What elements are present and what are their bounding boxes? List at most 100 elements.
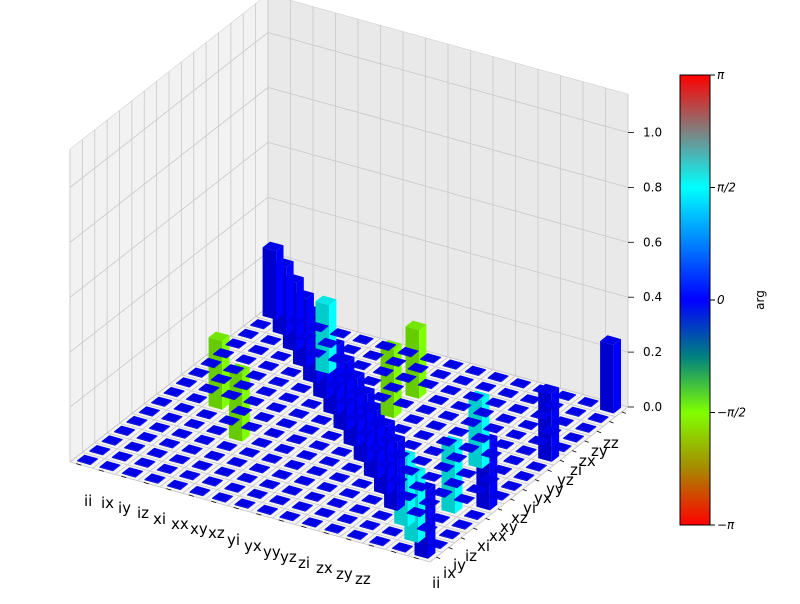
bar-top-face xyxy=(351,478,373,488)
bar-side-face xyxy=(271,364,279,371)
bar-top-face xyxy=(324,523,346,533)
bar-top-face xyxy=(233,380,255,390)
bar-side-face xyxy=(496,426,504,434)
bar-side-face xyxy=(302,412,310,419)
bar-side-face xyxy=(441,398,449,406)
bar-iy-iz xyxy=(406,506,428,518)
bar-top-face xyxy=(388,449,410,459)
bar-yz-xy xyxy=(241,421,263,432)
bar-top-face xyxy=(111,451,133,461)
bar-yz-yx xyxy=(278,392,300,403)
bar-front-face xyxy=(260,340,274,346)
bar-front-face xyxy=(124,447,138,452)
bar-top-face xyxy=(600,335,621,345)
bar-iy-xi xyxy=(419,497,440,508)
bar-top-face xyxy=(223,364,245,374)
bar-front-face xyxy=(347,535,361,541)
bar-front-face xyxy=(181,450,196,455)
bar-top-face xyxy=(136,431,158,442)
bar-zx-xi xyxy=(171,428,193,439)
bar-front-face xyxy=(359,525,373,531)
bar-side-face xyxy=(408,376,417,383)
bar-xy-yz xyxy=(415,404,437,415)
bar-front-face xyxy=(348,391,362,396)
bar-top-face xyxy=(245,370,267,380)
bar-front-face xyxy=(273,449,288,455)
bar-front-face xyxy=(446,458,460,463)
bar-front-face xyxy=(513,476,527,482)
bar-xy-zx xyxy=(440,385,462,396)
bar-zz-ix xyxy=(89,445,111,456)
bar-side-face xyxy=(412,469,420,476)
bar-front-face xyxy=(136,437,151,443)
bar-top-face xyxy=(433,461,455,472)
bar-side-face xyxy=(334,434,342,441)
bar-side-face xyxy=(296,277,304,352)
bar-top-face xyxy=(225,338,247,348)
bar-side-face xyxy=(431,382,439,390)
bar-side-face xyxy=(474,420,482,428)
bar-front-face xyxy=(411,461,425,466)
bar-top-face xyxy=(276,418,297,428)
bar-top-face xyxy=(401,439,422,450)
bar-yy-zz xyxy=(375,340,396,351)
bar-side-face xyxy=(357,372,365,448)
bar-yi-yy xyxy=(358,401,380,412)
bar-side-face xyxy=(428,484,436,559)
bar-front-face xyxy=(361,500,376,505)
bar-top-face xyxy=(138,406,160,416)
bar-top-face xyxy=(169,454,191,464)
bar-yx-yz xyxy=(348,385,369,396)
bar-top-face xyxy=(173,402,195,413)
bar-front-face xyxy=(345,417,360,422)
bar-side-face xyxy=(568,394,576,401)
bar-top-face xyxy=(407,362,429,373)
bar-top-face xyxy=(420,353,441,363)
colorbar-tick-label: π/2 xyxy=(717,181,736,195)
bar-yy-xi xyxy=(239,447,260,458)
bar-front-face xyxy=(413,435,427,441)
bar-xi-yx xyxy=(435,436,457,447)
bar-top-face xyxy=(122,467,143,477)
bar-top-face xyxy=(428,394,449,405)
bar-zx-xx xyxy=(183,418,205,430)
bar-top-face xyxy=(235,354,257,364)
bar-top-face xyxy=(555,390,576,401)
bar-top-face xyxy=(442,359,464,369)
bar-iy-zi xyxy=(518,419,539,431)
bar-top-face xyxy=(440,385,462,395)
bar-front-face xyxy=(317,343,332,349)
bar-xz-xx xyxy=(318,456,340,467)
bar-ix-ii xyxy=(392,542,413,553)
bar-side-face xyxy=(519,433,527,440)
bar-side-face xyxy=(402,453,410,460)
y-tick xyxy=(547,469,552,472)
bar-top-face xyxy=(330,328,351,338)
bar-top-face xyxy=(375,340,396,351)
bar-top-face xyxy=(518,419,539,430)
bar-side-face xyxy=(224,377,232,385)
bar-iz-xy xyxy=(421,471,443,482)
bar-yx-iz xyxy=(249,463,270,474)
bar-side-face xyxy=(273,338,282,346)
bar-top-face xyxy=(339,488,360,498)
bar-side-face xyxy=(426,433,435,441)
bar-front-face xyxy=(225,344,239,349)
bar-top-face xyxy=(302,517,323,527)
bar-side-face xyxy=(433,356,441,364)
bar-front-face xyxy=(315,301,329,374)
bar-front-face xyxy=(552,422,567,427)
bar-side-face xyxy=(434,475,443,482)
bar-top-face xyxy=(405,320,427,331)
bar-side-face xyxy=(531,423,539,431)
bar-top-face xyxy=(200,357,222,368)
x-tick xyxy=(323,531,329,535)
bar-top-face xyxy=(359,520,381,530)
bar-zi-yy xyxy=(268,376,290,387)
bar-front-face xyxy=(426,544,441,550)
bar-top-face xyxy=(273,443,295,454)
bar-zz-yx xyxy=(188,367,210,378)
bar-top-face xyxy=(426,538,448,549)
bar-top-face xyxy=(260,335,282,345)
bar-front-face xyxy=(151,402,165,407)
